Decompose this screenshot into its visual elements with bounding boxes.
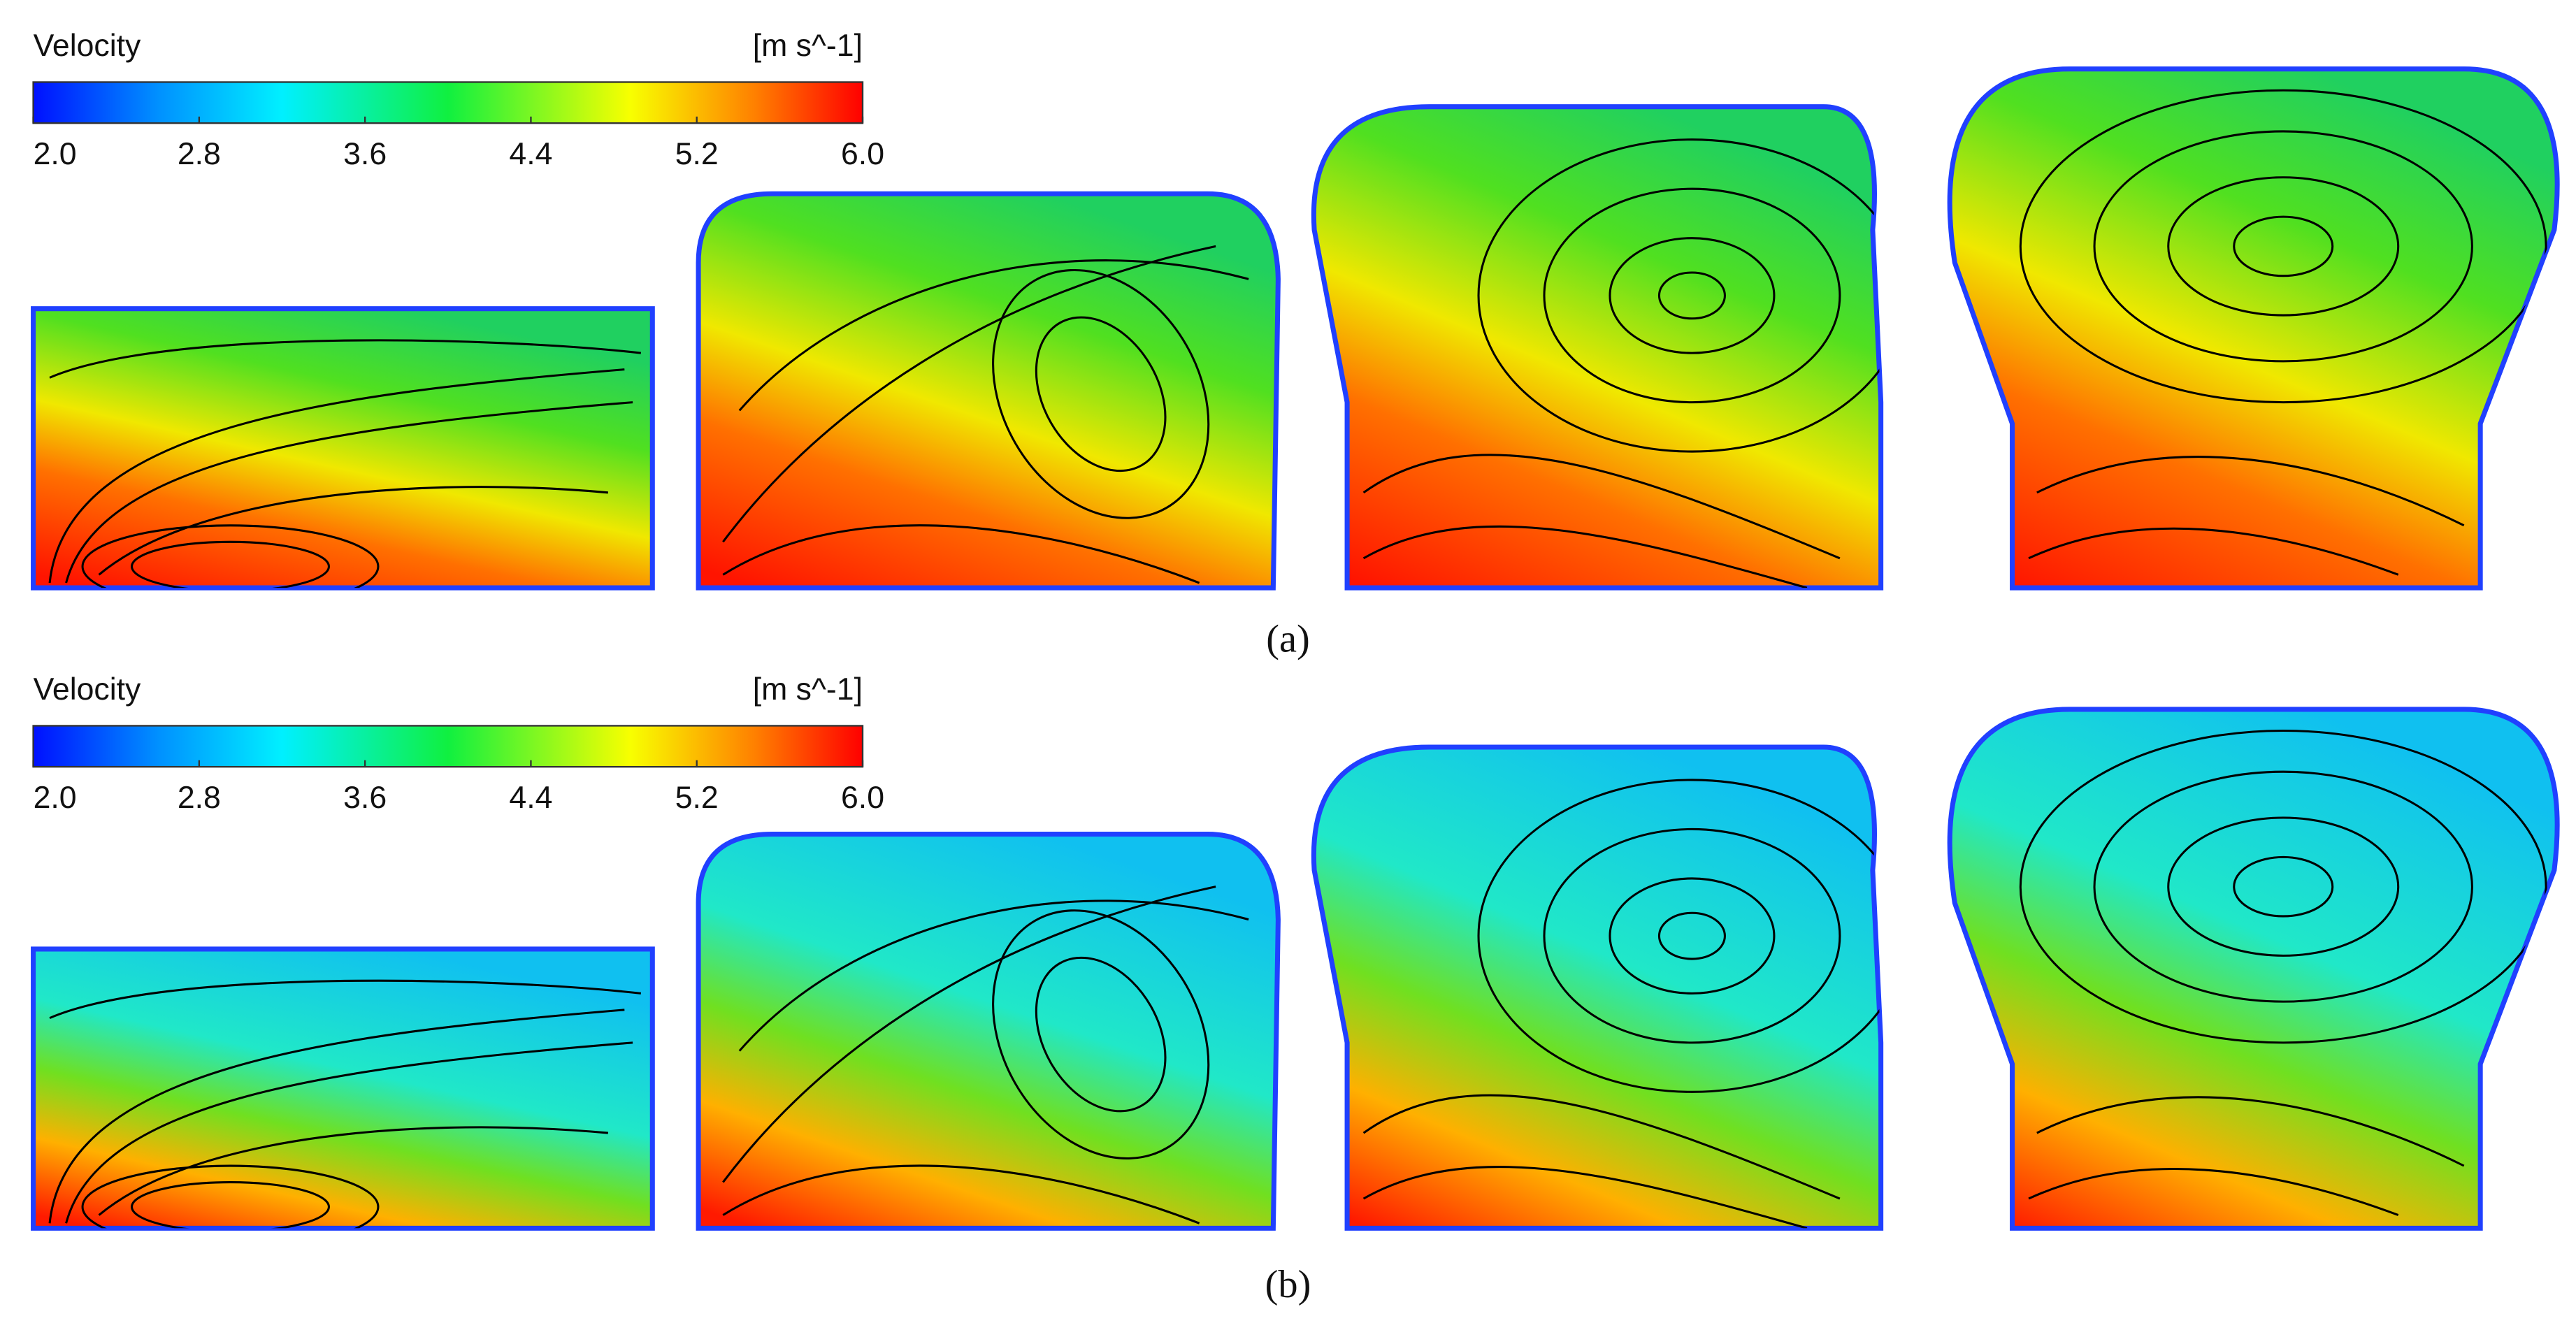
panel-caption: (a) — [1266, 618, 1310, 661]
colorbar-unit: [m s^-1] — [753, 672, 863, 707]
colorbar-tick-label: 3.6 — [343, 781, 387, 815]
contour-plots-b — [34, 709, 2558, 1248]
colorbar-unit: [m s^-1] — [753, 29, 863, 63]
colorbar-tick-label: 2.0 — [34, 781, 77, 815]
colorbar-tick-label: 6.0 — [841, 137, 884, 171]
colorbar-tick-label: 6.0 — [841, 781, 884, 815]
panel-caption: (b) — [1265, 1263, 1311, 1306]
colorbar-title: Velocity — [34, 672, 141, 707]
colorbar: Velocity [m s^-1] 2.0 2.8 3.6 4.4 5.2 6.0 — [32, 29, 884, 171]
colorbar-gradient — [32, 725, 864, 768]
colorbar-tick-label: 2.0 — [34, 137, 77, 171]
colorbar-tick-label: 3.6 — [343, 137, 387, 171]
colorbar-tick-label: 5.2 — [675, 781, 719, 815]
contour-plots-a — [34, 69, 2558, 608]
colorbar-tick-label: 4.4 — [509, 781, 552, 815]
colorbar: Velocity [m s^-1] 2.0 2.8 3.6 4.4 5.2 6.0 — [32, 672, 884, 815]
colorbar-tick-label: 2.8 — [178, 781, 221, 815]
colorbar-tick-label: 5.2 — [675, 137, 719, 171]
colorbar-tick-label: 2.8 — [178, 137, 221, 171]
colorbar-gradient — [32, 81, 864, 124]
colorbar-tick-label: 4.4 — [509, 137, 552, 171]
colorbar-title: Velocity — [34, 29, 141, 63]
